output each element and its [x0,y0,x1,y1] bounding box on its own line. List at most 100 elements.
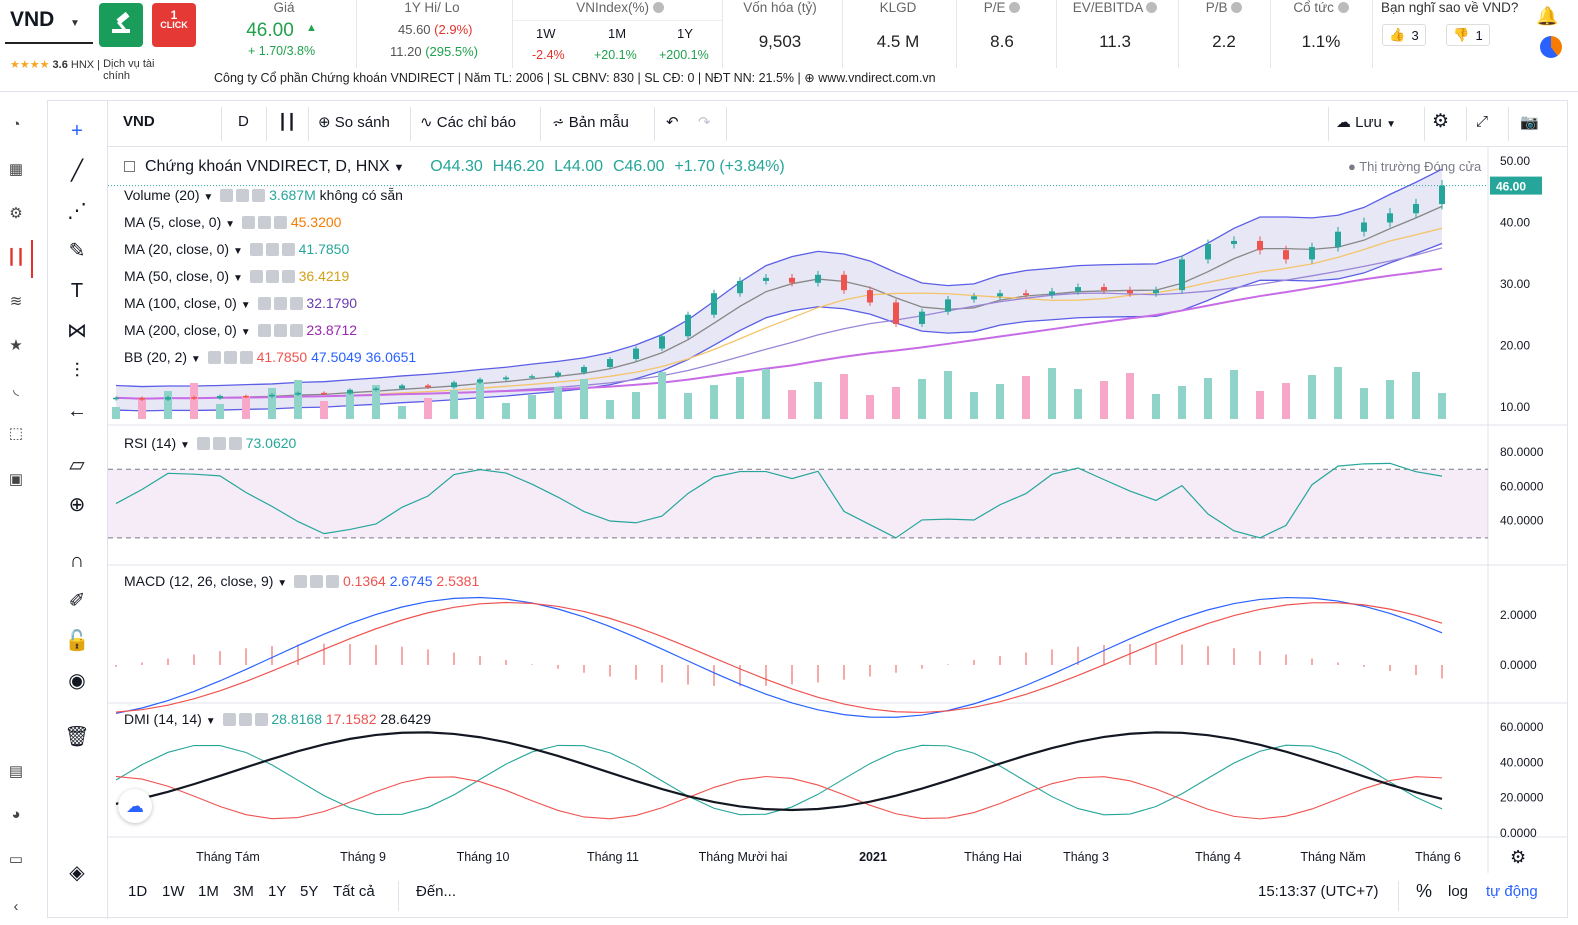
stat-label-2: P/E [962,0,1042,15]
candle-type-icon[interactable]: ┃┃ [278,114,297,131]
candle-body [1335,231,1341,248]
indicators-button[interactable]: ∿ Các chỉ báo [420,114,516,131]
rsi-line [115,462,1443,539]
collapse-arrow-icon[interactable]: ‹ [13,898,19,915]
sentiment-question: Bạn nghĩ sao về VND? [1381,0,1519,15]
time-axis-label: Tháng 11 [587,850,639,864]
ticker-select[interactable]: VND [10,8,55,31]
redo-icon[interactable]: ↷ [698,114,711,131]
fullscreen-icon[interactable]: ⤢ [1476,113,1489,130]
star-box-icon[interactable]: ⬚ [8,425,24,442]
candle-body [529,376,535,378]
range-1m[interactable]: 1M [198,883,219,900]
candle-body [711,293,717,315]
trash-icon[interactable]: 🗑 [64,726,90,748]
chart-toolbar: VND D ┃┃ ⊕ So sánh ∿ Các chỉ báo ⩫ Bản m… [108,101,1568,147]
stat-label-5: Cổ tức [1276,0,1366,15]
goto-button[interactable]: Đến... [416,883,457,900]
bell-icon[interactable]: 🔔 [1536,6,1559,26]
brush-icon[interactable]: ✎ [68,240,86,262]
range-1w[interactable]: 1W [162,883,185,900]
candle-body [139,397,145,400]
settings-icon[interactable]: ⚙ [9,205,23,222]
website-link[interactable]: www.vndirect.com.vn [818,71,936,85]
candles-icon[interactable]: ┃┃ [6,249,26,266]
bb-mid-line [115,205,1443,400]
candle-body [841,274,847,291]
volume-bar [1360,388,1368,419]
fib-icon[interactable]: ⋰ [67,200,87,222]
pattern-icon[interactable]: ⋈ [67,320,87,342]
crosshair-icon[interactable]: + [71,120,83,142]
symbol-search[interactable]: VND [123,113,155,130]
analysis-icon[interactable]: ▦ [8,161,24,178]
price-change: + 1.70/3.8% [248,44,316,58]
time-axis-label: Tháng 6 [1415,850,1461,864]
like-button[interactable]: 👍 3 [1382,24,1426,46]
prediction-icon[interactable]: ⫶ [74,360,80,382]
dislike-button[interactable]: 👎 1 [1446,24,1490,46]
stat-value-1: 4.5 M [876,32,920,51]
calendar-icon[interactable]: ▤ [8,763,24,780]
save-button[interactable]: ☁ Lưu ▼ [1336,114,1396,131]
range-3m[interactable]: 3M [233,883,254,900]
rsi-band [108,469,1488,538]
zoom-icon[interactable]: ⊕ [68,494,86,516]
range-all[interactable]: Tất cả [333,883,375,900]
candle-body [113,397,119,400]
cloud-logo-icon[interactable]: ☁ [118,789,152,823]
range-5y[interactable]: 5Y [300,883,319,900]
settings-gear-icon[interactable]: ⚙ [1432,111,1450,132]
dashboard-icon[interactable]: ◔ [11,116,21,133]
active-indicator [31,240,33,278]
side-nav: ◔ ▦ ⚙ ┃┃ ≋ ★ ◟ ⬚ ▣ ▤ ◕ ▭ ‹ [0,100,33,925]
pie-icon[interactable]: ◕ [11,806,21,823]
rss-icon[interactable]: ◟ [13,381,19,398]
chart-canvas[interactable]: 46.00 50.00 40.00 30.00 20.00 10.00 80.0000 60.… [108,147,1568,873]
range-1y[interactable]: 1Y [268,883,287,900]
collapse-icon[interactable] [124,161,135,172]
last-price-label: 46.00 [1496,180,1526,194]
candle-body [945,299,951,312]
chevron-down-icon[interactable]: ▼ [70,18,80,29]
pie-chart-icon[interactable] [1540,36,1562,58]
trendline-icon[interactable]: ╱ [70,160,84,182]
magnet-icon[interactable]: ∩ [69,550,85,572]
auction-icon[interactable] [99,3,143,47]
price-legend: Chứng khoán VNDIRECT, D, HNX ▼ O44.30 H4… [124,158,785,176]
macd-line [115,596,1443,718]
interval-button[interactable]: D [238,113,249,130]
svg-text:1: 1 [171,8,178,22]
lock-icon[interactable]: 🔓 [64,630,90,652]
year-high: 45.60 (2.9%) [398,22,473,37]
eye-icon[interactable]: ◉ [68,670,86,692]
compare-button[interactable]: ⊕ So sánh [318,114,390,131]
candle-body [737,280,743,294]
text-icon[interactable]: T [70,280,84,302]
one-click-icon[interactable]: CLICK 1 [152,3,196,47]
percent-toggle[interactable]: % [1416,881,1433,901]
wallet-icon[interactable]: ▭ [8,851,24,868]
auto-toggle[interactable]: tự động [1486,883,1538,900]
volume-bar [606,400,614,419]
stars-icon[interactable]: ★ [9,337,23,354]
grid-icon[interactable]: ▣ [8,471,24,488]
filter-icon[interactable]: ≋ [9,293,23,310]
volume-bar [164,391,172,419]
volume-bar [762,369,770,419]
lock-draw-icon[interactable]: ✐ [68,590,86,612]
volume-bar [1334,367,1342,419]
volume-bar [372,385,380,419]
time-axis-label: Tháng Năm [1300,850,1365,864]
undo-icon[interactable]: ↶ [666,114,679,131]
range-1d[interactable]: 1D [128,883,148,900]
macd-legend: MACD (12, 26, close, 9) ▼ 0.1364 2.6745 … [124,573,480,589]
log-toggle[interactable]: log [1448,883,1469,900]
back-arrow-icon[interactable]: ← [67,400,87,422]
templates-button[interactable]: ⩫ Bản mẫu [552,114,629,131]
ruler-icon[interactable]: ▱ [69,454,85,476]
camera-icon[interactable]: 📷 [1520,114,1539,131]
stock-header: VND ▼ CLICK 1 ★★★★ 3.6 HNX | Dịch vụ tài … [0,0,1578,92]
layers-icon[interactable]: ◈ [69,862,85,884]
candle-body [815,274,821,283]
